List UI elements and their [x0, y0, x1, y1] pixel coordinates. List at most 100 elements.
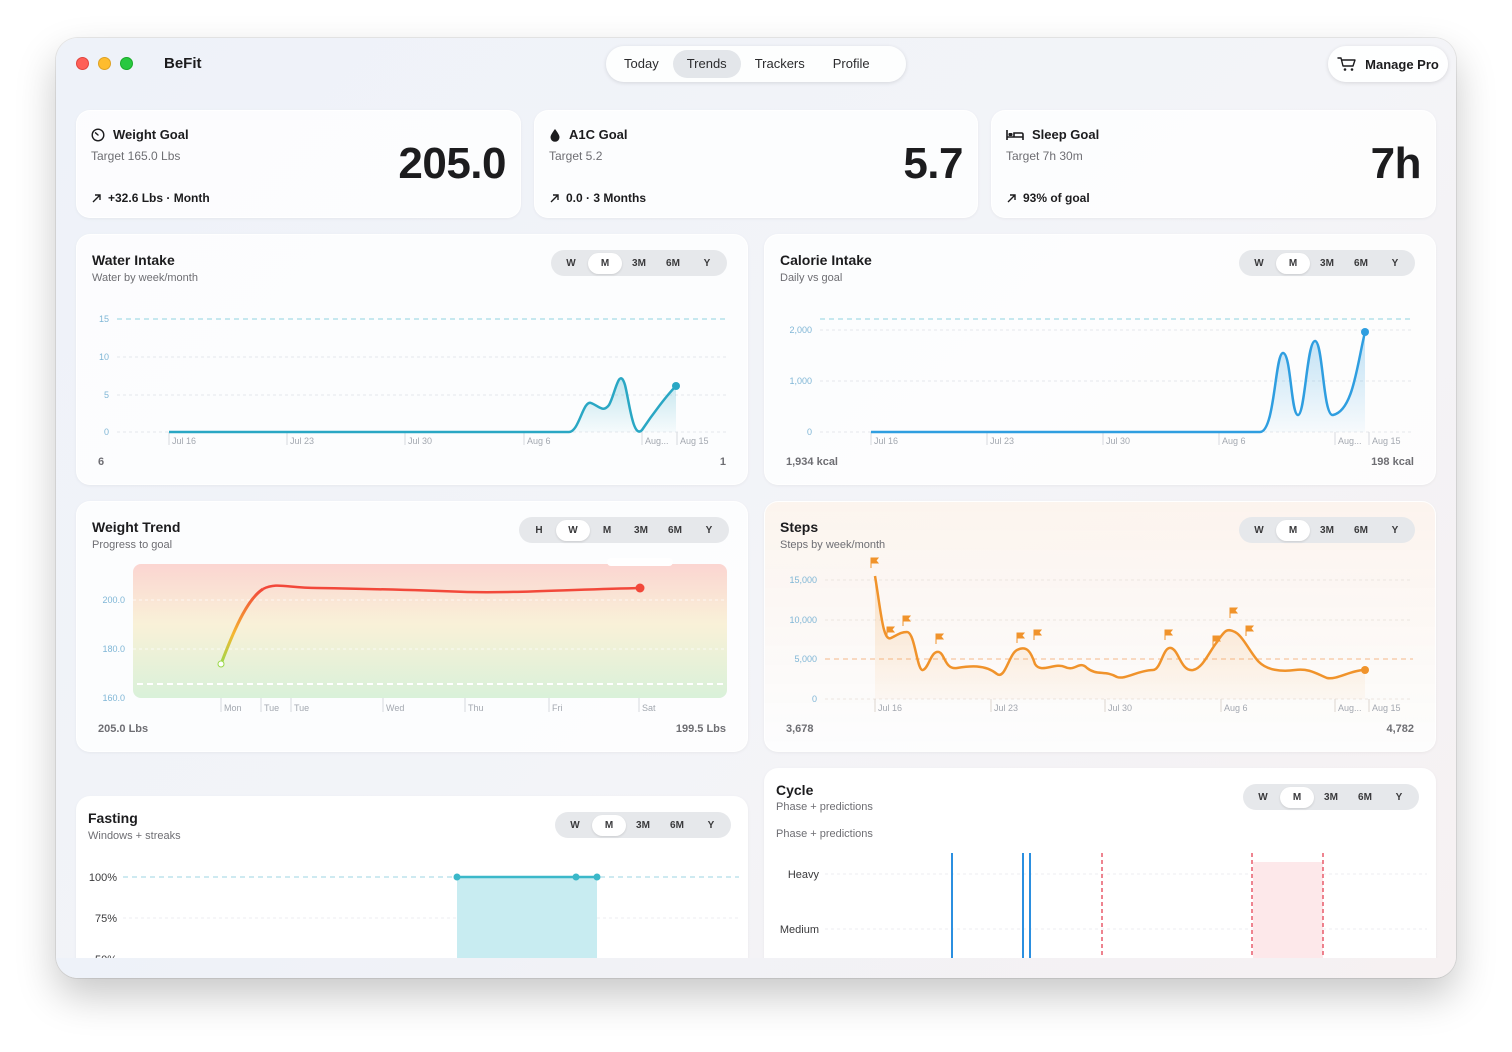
a1c-goal-card[interactable]: A1C Goal Target 5.2 5.7 0.0 · 3 Months [534, 110, 978, 218]
y-tick: 75% [95, 913, 117, 925]
range-3m[interactable]: 3M [1320, 257, 1334, 269]
minimize-window-button[interactable] [98, 57, 111, 70]
calorie-last-point [1361, 328, 1369, 336]
range-y[interactable]: Y [1391, 257, 1399, 269]
weight-goal-delta: +32.6 Lbs · Month [91, 191, 210, 205]
steps-card: Steps Steps by week/month W M 3M 6M Y 0 … [764, 501, 1436, 752]
water-range-picker: W M 3M 6M Y [551, 250, 727, 276]
range-6m[interactable]: 6M [1358, 791, 1372, 803]
steps-range-picker: W M 3M 6M Y [1239, 517, 1415, 543]
range-m[interactable]: M [588, 252, 622, 274]
range-w[interactable]: W [1258, 791, 1268, 803]
y-tick: 15,000 [789, 575, 817, 585]
range-w[interactable]: W [556, 519, 590, 541]
calorie-chart: 0 1,000 2,000 Jul 16 Jul 23 Jul 30 Aug 6… [789, 318, 1413, 446]
water-chart: 0 5 10 15 Jul 16 Jul 23 Jul 30 Aug 6 Aug… [99, 314, 727, 446]
x-tick: Wed [386, 703, 404, 713]
cycle-range-picker: W M 3M 6M Y [1243, 784, 1419, 810]
tab-trends[interactable]: Trends [672, 50, 741, 78]
y-tick: Medium [780, 924, 819, 936]
range-3m[interactable]: 3M [1320, 524, 1334, 536]
fasting-point [453, 873, 461, 881]
range-y[interactable]: Y [1391, 524, 1399, 536]
range-m[interactable]: M [592, 814, 626, 836]
range-y[interactable]: Y [705, 524, 713, 536]
tab-today[interactable]: Today [624, 56, 659, 71]
arrow-up-right-icon [92, 193, 101, 202]
sleep-goal-card[interactable]: Sleep Goal Target 7h 30m 7h 93% of goal [991, 110, 1436, 218]
arrow-up-right-icon [550, 193, 559, 202]
x-tick: Aug... [1338, 703, 1362, 713]
range-6m[interactable]: 6M [1354, 524, 1368, 536]
range-w[interactable]: W [1254, 524, 1264, 536]
weight-trend-title: Weight Trend [92, 519, 181, 535]
manage-pro-button[interactable]: Manage Pro [1328, 46, 1448, 82]
x-tick: Thu [468, 703, 484, 713]
x-tick: Aug 6 [1222, 436, 1246, 446]
water-foot-left: 6 [98, 456, 105, 468]
water-intake-card: Water Intake Water by week/month W M 3M … [76, 234, 748, 485]
x-tick: Aug 15 [1372, 703, 1401, 713]
manage-pro-label: Manage Pro [1365, 56, 1439, 72]
close-window-button[interactable] [76, 57, 89, 70]
y-tick: Heavy [788, 869, 820, 881]
range-y[interactable]: Y [1395, 791, 1403, 803]
zoom-window-button[interactable] [120, 57, 133, 70]
range-m[interactable]: M [1276, 252, 1310, 274]
range-6m[interactable]: 6M [670, 819, 684, 831]
range-3m[interactable]: 3M [1324, 791, 1338, 803]
fasting-point [593, 873, 601, 881]
range-m[interactable]: M [1280, 786, 1314, 808]
y-tick: 200.0 [102, 595, 125, 605]
water-intake-title: Water Intake [92, 252, 175, 268]
weight-goal-value: 205.0 [398, 139, 506, 188]
flag-icon [1033, 629, 1043, 640]
tab-trackers[interactable]: Trackers [754, 56, 805, 71]
flag-icon [1229, 607, 1239, 618]
range-w[interactable]: W [566, 257, 576, 269]
weight-goal-card[interactable]: Weight Goal Target 165.0 Lbs 205.0 +32.6… [76, 110, 521, 218]
steps-subtitle: Steps by week/month [780, 539, 886, 551]
weight-trend-subtitle: Progress to goal [92, 539, 173, 551]
range-6m[interactable]: 6M [668, 524, 682, 536]
y-tick: 180.0 [102, 644, 125, 654]
steps-chart: 0 5,000 10,000 15,000 Jul 16 Jul 23 Jul … [789, 557, 1413, 713]
app-title: BeFit [164, 55, 202, 72]
weight-goal-title: Weight Goal [91, 127, 189, 142]
range-3m[interactable]: 3M [636, 819, 650, 831]
range-3m[interactable]: 3M [632, 257, 646, 269]
sleep-goal-value: 7h [1370, 139, 1422, 188]
range-m[interactable]: M [602, 524, 612, 536]
range-h[interactable]: H [535, 524, 543, 536]
weight-line [262, 584, 640, 594]
water-line [169, 377, 677, 434]
range-w[interactable]: W [570, 819, 580, 831]
water-last-point [672, 382, 680, 390]
y-tick: 0 [812, 694, 817, 704]
arrow-up-right-icon [1007, 193, 1016, 202]
range-w[interactable]: W [1254, 257, 1264, 269]
flag-icon [886, 626, 896, 637]
y-tick: 100% [89, 872, 117, 884]
range-3m[interactable]: 3M [634, 524, 648, 536]
calorie-foot-left: 1,934 kcal [786, 456, 838, 468]
x-tick: Mon [224, 703, 242, 713]
a1c-goal-title: A1C Goal [549, 127, 628, 142]
y-tick: 15 [99, 314, 109, 324]
range-m[interactable]: M [1276, 519, 1310, 541]
weight-chart: 160.0 180.0 200.0 Mon Tue Tue Wed Thu Fr… [102, 558, 727, 713]
range-6m[interactable]: 6M [1354, 257, 1368, 269]
flag-icon [1245, 625, 1255, 636]
x-tick: Sat [642, 703, 656, 713]
range-6m[interactable]: 6M [666, 257, 680, 269]
x-tick: Jul 16 [172, 436, 196, 446]
tab-profile[interactable]: Profile [832, 56, 870, 71]
drop-icon [550, 128, 560, 142]
fasting-point [572, 873, 580, 881]
range-y[interactable]: Y [707, 819, 715, 831]
y-tick: 5 [104, 390, 109, 400]
range-y[interactable]: Y [703, 257, 711, 269]
fasting-subtitle: Windows + streaks [88, 830, 181, 842]
x-tick: Aug 6 [527, 436, 551, 446]
weight-trend-card: Weight Trend Progress to goal H W M 3M 6… [76, 501, 748, 752]
